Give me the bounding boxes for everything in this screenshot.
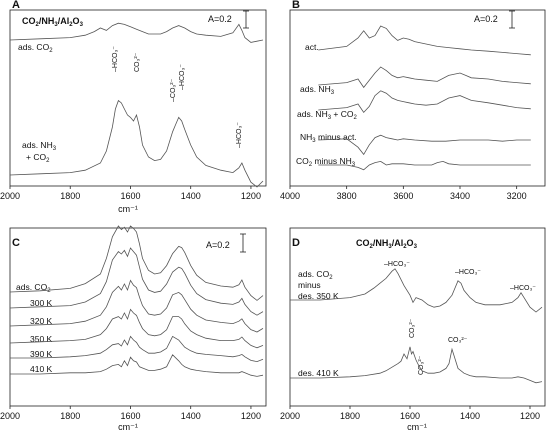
panel-d-ann-co3-3: CO₃²⁻ bbox=[448, 337, 468, 344]
panel-c-tick-label-4: 1400 bbox=[181, 411, 201, 421]
panel-c-letter: C bbox=[12, 237, 20, 249]
panel-c-trace-1 bbox=[9, 225, 264, 301]
panel-a-trace-1 bbox=[9, 22, 264, 43]
panel-a-trace-label-2: ads. NH3 bbox=[22, 140, 57, 152]
panel-c-frame bbox=[9, 227, 267, 407]
panel-a-scale-label: A=0.2 bbox=[208, 14, 232, 24]
panel-a-x-axis: 2000 1800 1600 1400 1200 bbox=[0, 186, 261, 201]
panel-d-ann-co3-1: CO₃²⁻ bbox=[409, 318, 416, 338]
panel-a-frame bbox=[9, 9, 267, 187]
panel-d-ann-hco3-3: –HCO₃⁻ bbox=[510, 285, 536, 292]
panel-d-letter: D bbox=[292, 237, 300, 249]
panel-c-trace-label-4: 350 K bbox=[30, 334, 53, 344]
panel-a-scale-bar bbox=[243, 10, 249, 29]
panel-a-title: CO2/NH3/Al2O3 bbox=[22, 16, 84, 28]
panel-c-trace-label-1: ads. CO2 bbox=[16, 282, 51, 294]
panel-b-scale-bar bbox=[509, 10, 515, 29]
panel-c-trace-label-2: 300 K bbox=[30, 298, 53, 308]
panel-d-trace-label-3: des. 350 K bbox=[298, 291, 339, 301]
panel-c-trace-5 bbox=[10, 335, 264, 363]
panel-d-trace-2 bbox=[290, 346, 543, 384]
panel-d-tick-label-1: 2000 bbox=[280, 411, 300, 421]
panel-d-ann-hco3-2: –HCO₃⁻ bbox=[455, 269, 481, 276]
panel-a-tick-label-5: 1200 bbox=[241, 191, 261, 201]
panel-b-x-axis: 4000 3800 3600 3400 3200 bbox=[280, 186, 527, 201]
panel-b-trace-5 bbox=[318, 160, 531, 171]
panel-c-tick-label-2: 1800 bbox=[60, 411, 80, 421]
panel-a-trace-label-1: ads. CO2 bbox=[18, 42, 53, 54]
panel-d-x-axis: 2000 1800 1600 1400 1200 bbox=[280, 406, 540, 421]
panel-a-trace-label-3: + CO2 bbox=[26, 152, 50, 164]
panel-c-scale-label: A=0.2 bbox=[206, 240, 230, 250]
panel-b-tick-label-3: 3600 bbox=[393, 191, 413, 201]
panel-b-trace-3 bbox=[318, 90, 531, 114]
panel-a-ann-co3-2: –CO₃²⁻ bbox=[170, 78, 177, 102]
panel-d-x-label: cm⁻¹ bbox=[407, 422, 427, 432]
panel-d-tick-label-5: 1200 bbox=[520, 411, 540, 421]
panel-d-tick-label-2: 1800 bbox=[340, 411, 360, 421]
panel-d-ann-co3-2: CO₃²⁻ bbox=[418, 355, 425, 375]
panel-c-trace-label-3: 320 K bbox=[30, 316, 53, 326]
panel-b: B A=0.2 act. ads. NH3 ads. NH3 + CO2 NH3… bbox=[280, 0, 546, 201]
panel-a-letter: A bbox=[12, 0, 20, 11]
panel-b-tick-label-5: 3200 bbox=[507, 191, 527, 201]
panel-d-trace-label-4: des. 410 K bbox=[298, 368, 339, 378]
panel-c: C A=0.2 ads. CO2 300 K 320 K 350 K 390 K… bbox=[0, 225, 267, 432]
panel-a-tick-label-4: 1400 bbox=[181, 191, 201, 201]
panel-a-tick-label-3: 1600 bbox=[120, 191, 140, 201]
panel-d-tick-label-4: 1400 bbox=[460, 411, 480, 421]
panel-b-trace-label-5: CO2 minus NH3 bbox=[296, 156, 356, 168]
panel-d-frame bbox=[289, 227, 546, 407]
panel-d-trace-label-1: ads. CO2 bbox=[298, 269, 333, 281]
panel-c-trace-6 bbox=[10, 354, 264, 377]
panel-b-letter: B bbox=[292, 0, 300, 11]
panel-d-trace-label-2: minus bbox=[298, 280, 321, 290]
panel-c-tick-label-1: 2000 bbox=[0, 411, 20, 421]
panel-b-frame bbox=[289, 9, 546, 187]
panel-b-trace-label-1: act. bbox=[305, 42, 319, 52]
panel-a: A CO2/NH3/Al2O3 A=0.2 ads. CO2 ads. NH3 … bbox=[0, 0, 267, 214]
panel-d-trace-1 bbox=[290, 268, 543, 313]
panel-c-tick-label-5: 1200 bbox=[241, 411, 261, 421]
panel-c-scale-bar bbox=[240, 233, 246, 253]
panel-b-trace-1 bbox=[318, 25, 531, 56]
panel-a-ann-co3-1: CO₃²⁻ bbox=[134, 52, 141, 72]
panel-a-tick-label-1: 2000 bbox=[0, 191, 20, 201]
panel-a-trace-2 bbox=[9, 99, 264, 188]
panel-d: D CO2/NH3/Al2O3 ads. CO2 minus des. 350 … bbox=[280, 227, 546, 432]
panel-a-ann-hco3-2: –HCO₃⁻ bbox=[179, 64, 186, 90]
panel-b-tick-label-1: 4000 bbox=[280, 191, 300, 201]
panel-d-title: CO2/NH3/Al2O3 bbox=[356, 238, 418, 250]
panel-b-tick-label-4: 3400 bbox=[450, 191, 470, 201]
panel-a-ann-hco3-1: –HCO₃⁻ bbox=[112, 46, 119, 72]
panel-c-x-label: cm⁻¹ bbox=[118, 422, 138, 432]
panel-a-x-label: cm⁻¹ bbox=[118, 204, 138, 214]
panel-b-scale-label: A=0.2 bbox=[474, 14, 498, 24]
panel-d-tick-label-3: 1600 bbox=[400, 411, 420, 421]
panel-d-traces bbox=[290, 268, 543, 384]
panel-c-trace-label-6: 410 K bbox=[30, 364, 53, 374]
panel-c-trace-4 bbox=[9, 308, 264, 349]
panel-b-trace-2 bbox=[318, 66, 531, 89]
panel-a-traces bbox=[9, 22, 264, 188]
panel-b-trace-label-2: ads. NH3 bbox=[300, 84, 335, 96]
panel-b-trace-label-4: NH3 minus act. bbox=[300, 132, 357, 144]
panel-c-trace-label-5: 390 K bbox=[30, 349, 53, 359]
panel-b-traces bbox=[318, 25, 531, 171]
panel-c-tick-label-3: 1600 bbox=[120, 411, 140, 421]
panel-c-x-axis: 2000 1800 1600 1400 1200 bbox=[0, 406, 261, 421]
panel-b-trace-4 bbox=[318, 134, 531, 156]
panel-b-trace-label-3: ads. NH3 + CO2 bbox=[297, 109, 358, 121]
panel-c-traces bbox=[9, 225, 264, 377]
panel-d-ann-hco3-1: –HCO₃⁻ bbox=[384, 261, 410, 268]
panel-a-tick-label-2: 1800 bbox=[60, 191, 80, 201]
panel-c-trace-3 bbox=[9, 279, 264, 333]
panel-a-ann-hco3-3: –HCO₃⁻ bbox=[236, 122, 243, 148]
panel-b-tick-label-2: 3800 bbox=[337, 191, 357, 201]
panel-c-trace-2 bbox=[9, 247, 264, 316]
